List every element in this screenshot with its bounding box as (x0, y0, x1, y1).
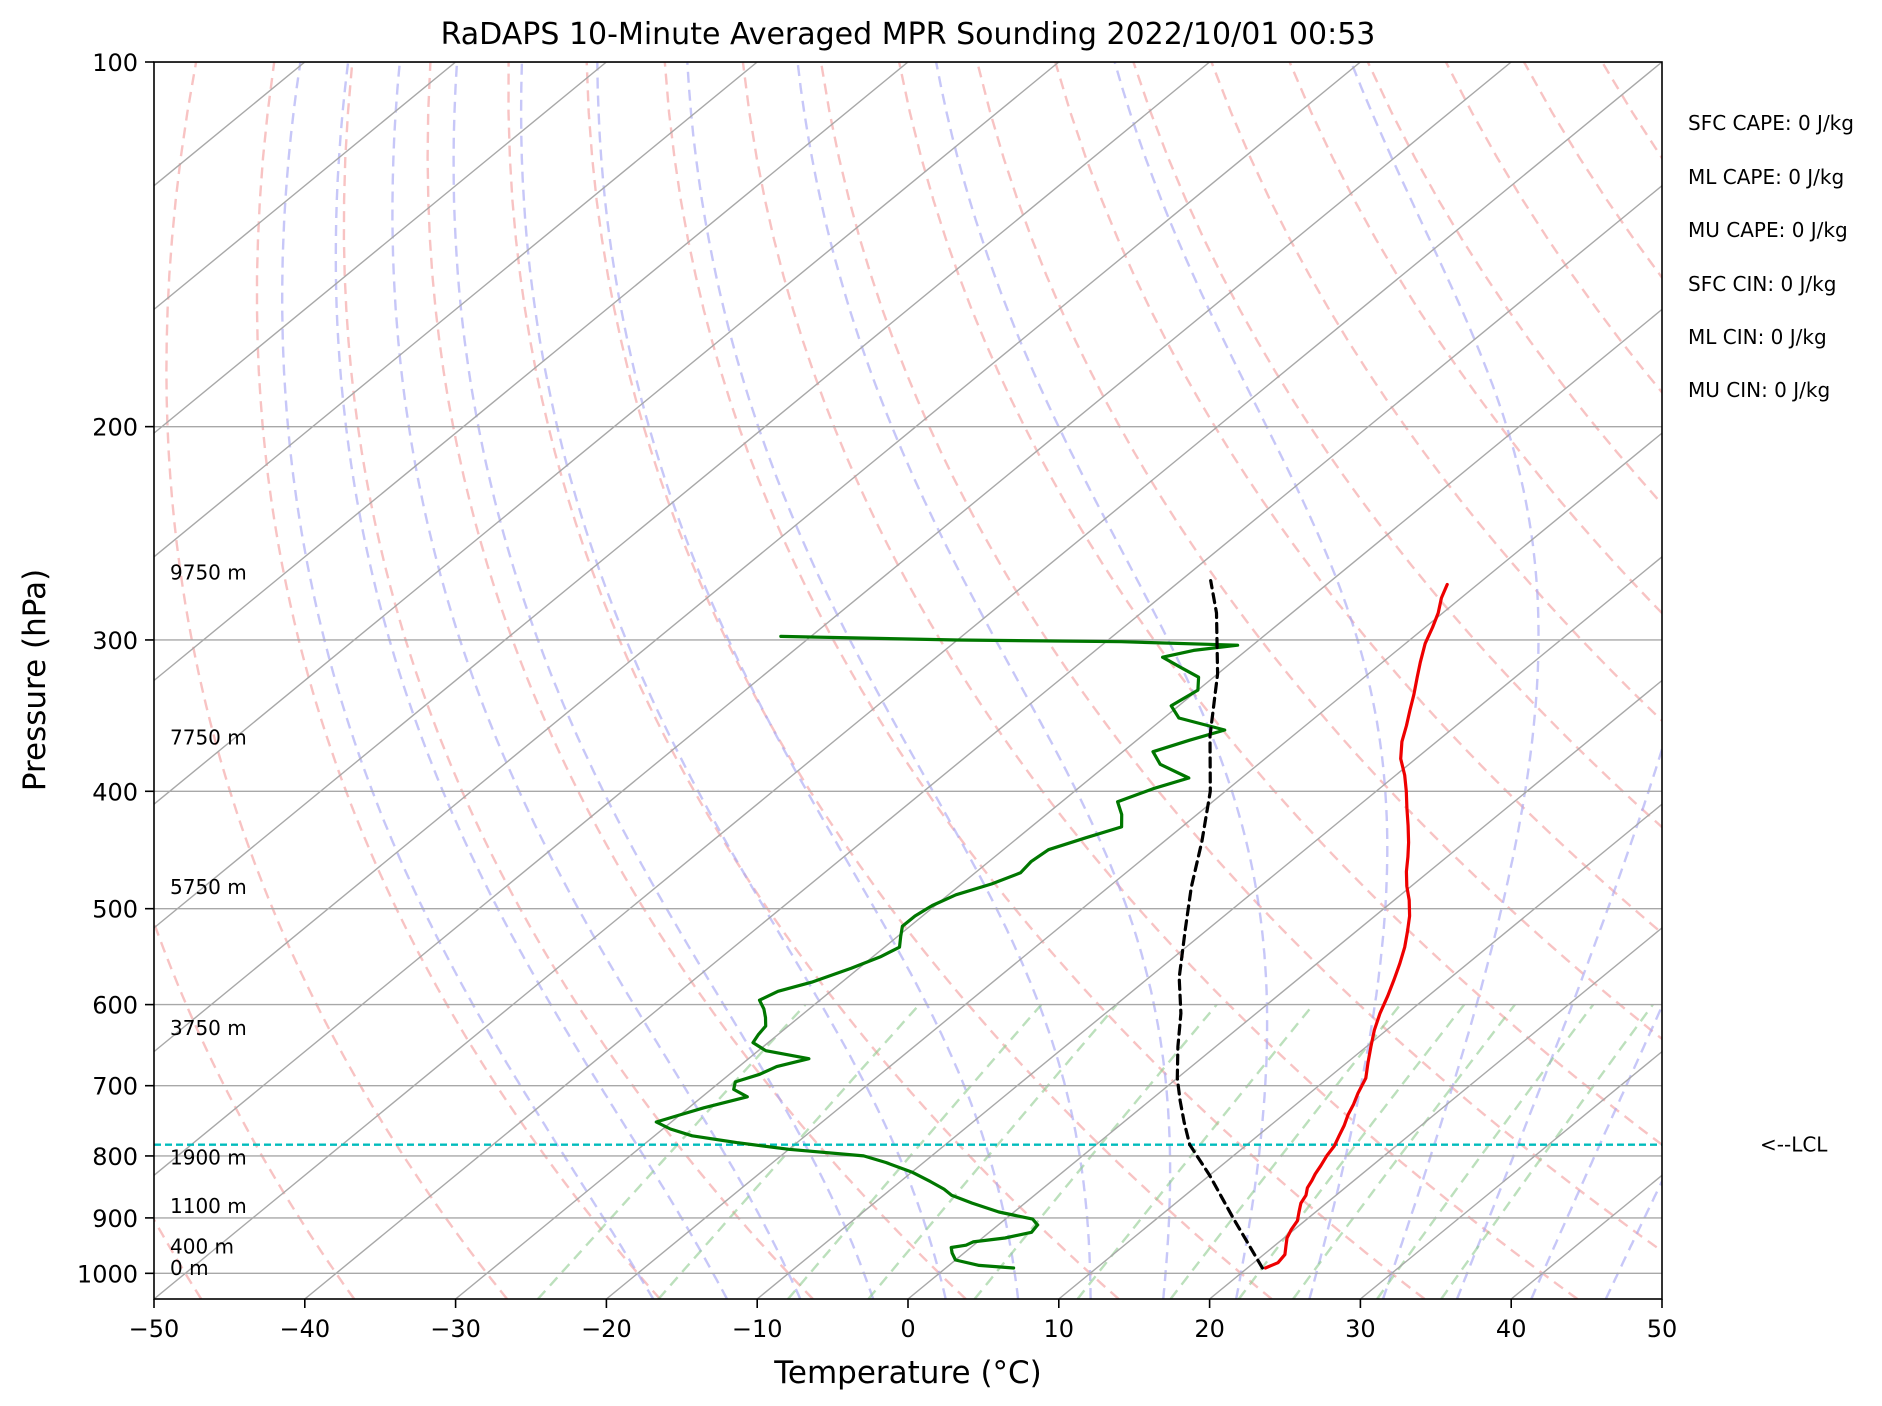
moist-adiabat (1530, 1003, 1662, 1299)
moist-adiabat (796, 62, 1172, 1299)
mixing-ratio-line (537, 1003, 807, 1299)
x-tick-label: 30 (1345, 1315, 1376, 1343)
y-tick-label: 600 (92, 992, 138, 1020)
x-axis-label: Temperature (°C) (773, 1355, 1042, 1391)
height-label: 7750 m (170, 725, 247, 749)
moist-adiabat (934, 62, 1269, 1299)
annotation-sfc-cape: SFC CAPE: 0 J/kg (1688, 111, 1854, 135)
moist-adiabat (1604, 1178, 1662, 1299)
isotherm-line (1058, 803, 1662, 1299)
dry-adiabat (897, 62, 1662, 1147)
isotherm-line (756, 555, 1662, 1299)
x-tick-label: 0 (900, 1315, 915, 1343)
x-tick-label: 20 (1194, 1315, 1225, 1343)
x-tick-label: −40 (279, 1315, 330, 1343)
x-tick-label: −10 (732, 1315, 783, 1343)
y-tick-label: 400 (92, 778, 138, 806)
dry-adiabat (585, 62, 1273, 1299)
dry-adiabat (819, 62, 1662, 1253)
height-label: 400 m (170, 1234, 234, 1258)
y-tick-label: 300 (92, 627, 138, 655)
moist-adiabat (1455, 62, 1662, 1299)
temperature-line (1263, 582, 1449, 1270)
mixing-ratio-line (1237, 1003, 1466, 1299)
mixing-ratio-line (1292, 1003, 1516, 1299)
isotherm-line (1209, 926, 1662, 1299)
y-tick-label: 100 (92, 49, 138, 77)
dry-adiabat (663, 62, 1426, 1299)
mixing-ratio-line (867, 1003, 1118, 1299)
isotherm-line (154, 62, 758, 558)
y-tick-label: 700 (92, 1073, 138, 1101)
dewpoint-line (654, 634, 1240, 1270)
annotation-mu-cape: MU CAPE: 0 J/kg (1688, 218, 1848, 242)
y-axis-label: Pressure (hPa) (17, 569, 53, 791)
height-label: 9750 m (170, 561, 247, 585)
x-tick-label: −20 (581, 1315, 632, 1343)
parcel-line (1175, 578, 1265, 1270)
isotherm-line (455, 308, 1662, 1299)
mixing-ratio-line (1169, 1003, 1402, 1299)
y-tick-label: 200 (92, 414, 138, 442)
annotation-sfc-cin: SFC CIN: 0 J/kg (1688, 272, 1836, 296)
isotherm-line (154, 62, 457, 311)
dry-adiabat (154, 919, 356, 1299)
isotherm-line (154, 62, 1060, 806)
dry-adiabat (741, 62, 1579, 1299)
moist-adiabat (1349, 62, 1540, 1299)
x-tick-label: −30 (430, 1315, 481, 1343)
moist-adiabat (281, 62, 655, 1299)
y-tick-label: 500 (92, 896, 138, 924)
mixing-ratio-line (1076, 1003, 1315, 1299)
height-label: 1900 m (170, 1145, 247, 1169)
moist-adiabat (1113, 62, 1389, 1299)
dry-adiabat (507, 62, 1120, 1299)
x-tick-label: −50 (129, 1315, 180, 1343)
y-tick-label: 900 (92, 1205, 138, 1233)
isotherm-line (304, 184, 1662, 1299)
moist-adiabat (686, 62, 1092, 1299)
isotherm-line (154, 62, 1211, 929)
annotation-mu-cin: MU CIN: 0 J/kg (1688, 378, 1830, 402)
isotherm-line (154, 62, 1361, 1053)
isotherm-line (154, 62, 1662, 1299)
moist-adiabat (452, 62, 875, 1299)
isotherm-line (154, 62, 909, 682)
mixing-ratio-line (657, 1003, 921, 1299)
height-label: 3750 m (170, 1016, 247, 1040)
height-label: 1100 m (170, 1194, 247, 1218)
isotherm-line (1359, 1050, 1662, 1299)
isotherm-line (154, 62, 1512, 1177)
dry-adiabat (255, 62, 661, 1299)
x-tick-label: 10 (1044, 1315, 1075, 1343)
x-tick-label: 40 (1496, 1315, 1527, 1343)
isotherm-line (154, 62, 607, 435)
height-label: 5750 m (170, 875, 247, 899)
isotherm-line (605, 432, 1662, 1299)
moist-adiabat (596, 62, 1020, 1299)
y-tick-label: 1000 (77, 1260, 138, 1288)
mixing-ratio-line (787, 1003, 1043, 1299)
y-tick-label: 800 (92, 1143, 138, 1171)
annotation-ml-cape: ML CAPE: 0 J/kg (1688, 165, 1844, 189)
isotherm-line (907, 679, 1662, 1299)
height-label: 0 m (170, 1256, 209, 1280)
x-tick-label: 50 (1647, 1315, 1678, 1343)
annotation-ml-cin: ML CIN: 0 J/kg (1688, 325, 1827, 349)
moist-adiabat (391, 62, 802, 1299)
dry-adiabat (165, 62, 509, 1299)
dry-adiabat (1054, 62, 1662, 935)
moist-adiabat (334, 62, 729, 1299)
mixing-ratio-line (973, 1003, 1218, 1299)
dry-adiabat (1132, 62, 1662, 829)
chart-title: RaDAPS 10-Minute Averaged MPR Sounding 2… (441, 17, 1376, 52)
lcl-label: <--LCL (1760, 1133, 1828, 1157)
